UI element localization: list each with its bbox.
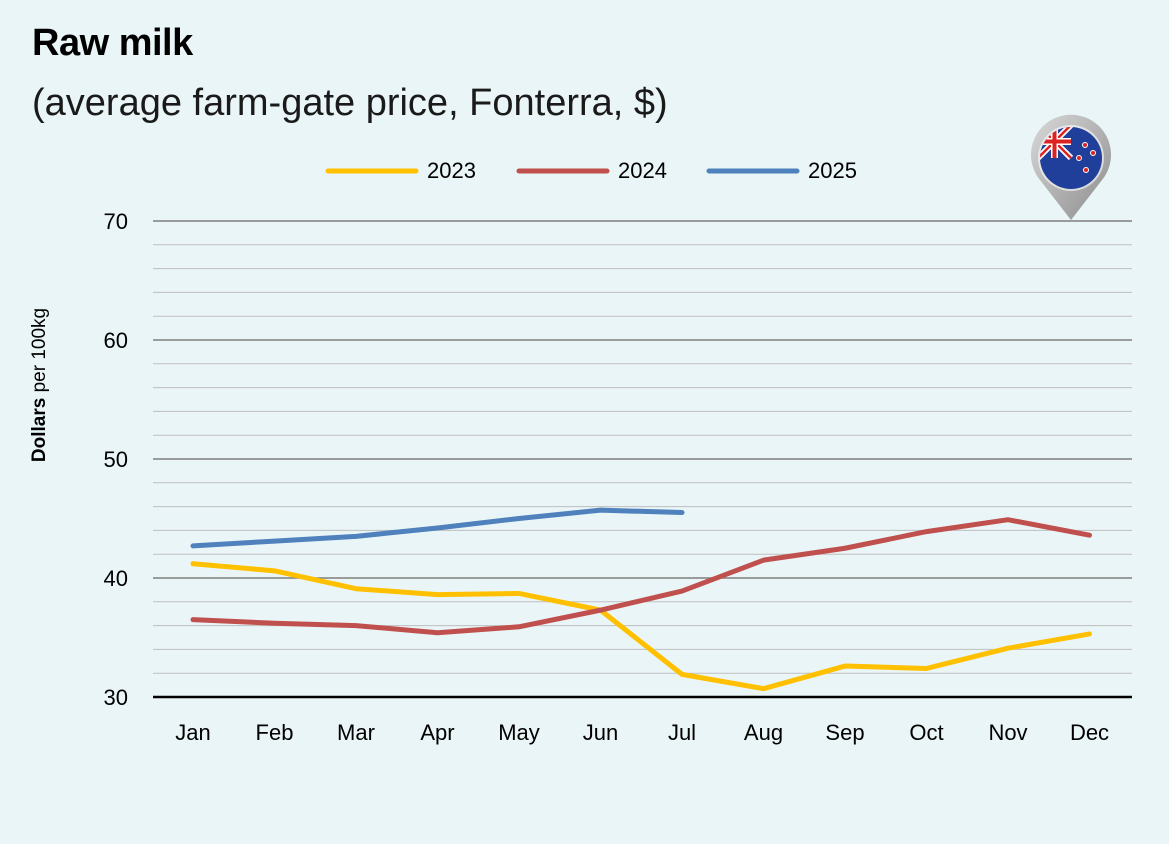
legend-label-2023: 2023 xyxy=(427,158,476,183)
x-tick-label: Oct xyxy=(909,720,943,745)
series-line-2024 xyxy=(190,517,1092,636)
chart-subtitle: (average farm-gate price, Fonterra, $) xyxy=(32,82,668,124)
x-tick-label: Aug xyxy=(744,720,783,745)
legend-label-2024: 2024 xyxy=(618,158,667,183)
legend-label-2025: 2025 xyxy=(808,158,857,183)
y-tick-label: 70 xyxy=(104,209,128,234)
x-tick-label: May xyxy=(498,720,540,745)
legend: 2023 2024 2025 xyxy=(325,158,857,183)
y-axis-ticks: 30 40 50 60 70 xyxy=(104,209,128,710)
x-axis-ticks: Jan Feb Mar Apr May Jun Jul Aug Sep Oct Nov Dec xyxy=(175,720,1109,745)
y-tick-label: 50 xyxy=(104,447,128,472)
y-tick-label: 40 xyxy=(104,566,128,591)
x-tick-label: Jul xyxy=(668,720,696,745)
y-tick-label: 30 xyxy=(104,685,128,710)
x-tick-label: Mar xyxy=(337,720,375,745)
series-line-2023 xyxy=(190,561,1092,692)
x-tick-label: Jan xyxy=(175,720,210,745)
x-tick-label: Dec xyxy=(1070,720,1109,745)
series-lines xyxy=(190,507,1092,692)
new-zealand-flag-pin-icon xyxy=(1031,114,1112,220)
x-tick-label: Apr xyxy=(420,720,454,745)
y-tick-label: 60 xyxy=(104,328,128,353)
chart-title: Raw milk xyxy=(32,22,193,64)
x-tick-label: Sep xyxy=(825,720,864,745)
x-tick-label: Feb xyxy=(256,720,294,745)
x-tick-label: Jun xyxy=(583,720,618,745)
x-tick-label: Nov xyxy=(988,720,1027,745)
